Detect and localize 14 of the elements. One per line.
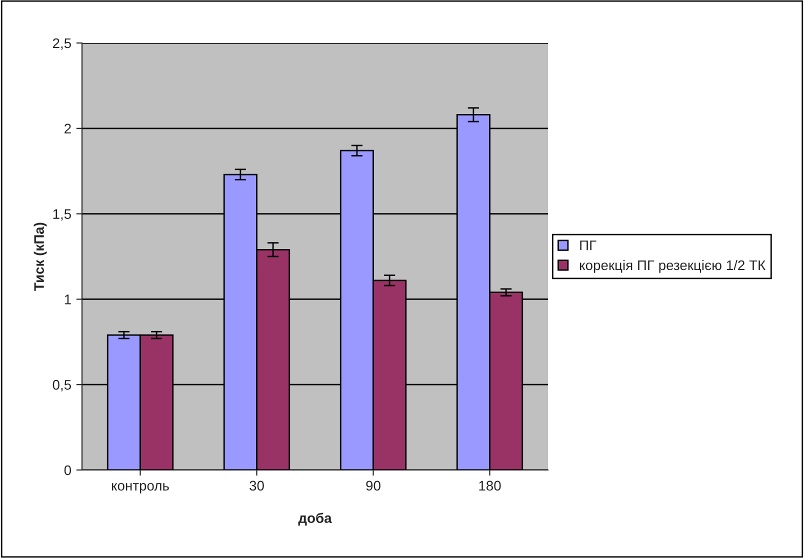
y-tick-label: 0 — [64, 465, 72, 476]
y-tick-label: 2,5 — [52, 38, 72, 50]
y-tick-label: 0,5 — [52, 380, 72, 392]
y-axis-title: Тиск (кПа) — [34, 222, 47, 291]
x-tick-label: контроль — [112, 483, 169, 494]
y-tick-label: 1 — [64, 294, 71, 304]
x-tick-label: 180 — [479, 480, 501, 491]
y-tick-label: 2 — [64, 124, 71, 134]
legend-label: корекція ПГ резекцією 1/2 ТК — [580, 260, 766, 273]
x-axis-title: доба — [298, 512, 332, 526]
legend-label: ПГ — [580, 240, 596, 250]
y-tick-label: 1,5 — [53, 209, 72, 221]
x-tick-label: 30 — [250, 480, 264, 491]
x-tick-label: 90 — [366, 480, 380, 491]
